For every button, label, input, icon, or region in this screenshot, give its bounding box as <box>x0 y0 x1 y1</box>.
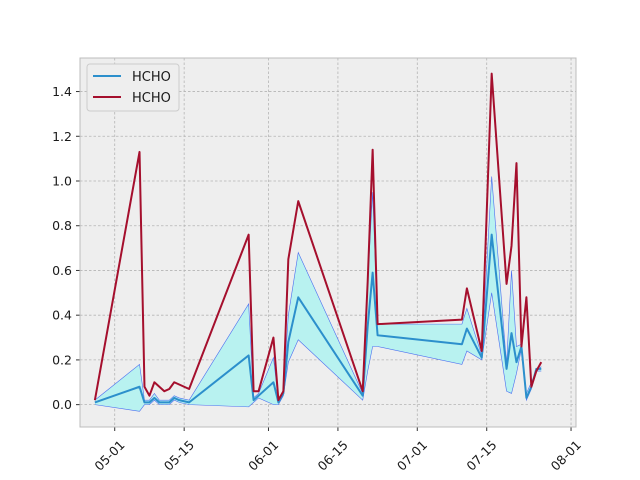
series-2-line <box>93 72 543 402</box>
y-tick-label: 1.2 <box>52 129 72 144</box>
x-tick-label: 06-01 <box>245 437 281 473</box>
band-upper-edge <box>94 176 542 402</box>
x-tick-label: 08-01 <box>548 437 584 473</box>
x-tick-label: 06-15 <box>315 437 351 473</box>
band <box>94 176 542 412</box>
x-tick-label: 07-01 <box>394 437 430 473</box>
band-area <box>94 176 542 412</box>
y-tick-label: 1.0 <box>52 174 72 189</box>
series-1-line <box>94 233 542 404</box>
y-axis: 0.0 0.2 0.4 0.6 0.8 1.0 1.2 1.4 <box>52 84 80 412</box>
y-tick-label: 0.4 <box>52 308 72 323</box>
plot-background <box>80 58 576 427</box>
x-axis: 05-01 05-15 06-01 06-15 07-01 07-15 08-01 <box>91 427 584 474</box>
y-tick-label: 0.0 <box>52 397 72 412</box>
x-tick-label: 07-15 <box>463 437 499 473</box>
y-tick-label: 0.6 <box>52 263 72 278</box>
band-lower-edge <box>94 292 542 412</box>
x-tick-label: 05-15 <box>161 437 197 473</box>
plot-frame <box>79 57 577 428</box>
y-tick-label: 0.8 <box>52 218 72 233</box>
legend: HCHO HCHO <box>86 63 180 112</box>
y-tick-label: 1.4 <box>52 84 72 99</box>
y-tick-label: 0.2 <box>52 352 72 367</box>
legend-label-series-2: HCHO <box>132 91 171 106</box>
legend-label-series-1: HCHO <box>132 70 171 85</box>
x-tick-label: 05-01 <box>91 437 127 473</box>
series <box>93 72 543 404</box>
